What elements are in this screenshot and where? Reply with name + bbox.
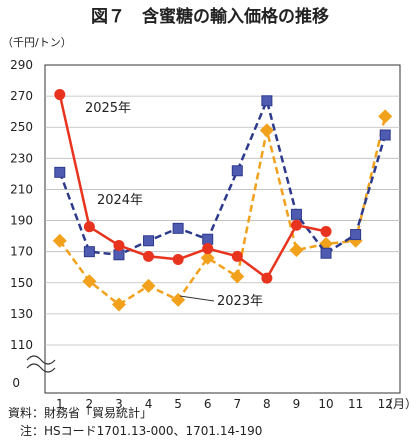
data-point	[290, 208, 302, 220]
data-point	[143, 235, 155, 247]
y-tick-label: 150	[10, 276, 33, 290]
data-point	[83, 246, 95, 258]
data-point	[171, 292, 186, 307]
x-tick-label: 6	[204, 397, 212, 411]
data-point	[113, 249, 125, 261]
x-axis-label: （月）	[381, 397, 417, 411]
data-point	[230, 269, 245, 284]
y-tick-label: 110	[10, 338, 33, 352]
data-point	[289, 243, 304, 258]
y-tick-label: 130	[10, 307, 33, 321]
data-point	[261, 272, 273, 284]
data-point	[111, 297, 126, 312]
y-tick-label: 270	[10, 89, 33, 103]
data-point	[231, 165, 243, 177]
data-point	[143, 250, 155, 262]
data-point	[378, 109, 393, 124]
hs-code-note: 注：HSコード1701.13-000、1701.14-190	[8, 424, 263, 438]
data-point	[82, 274, 97, 289]
series-label: 2023年	[217, 294, 263, 309]
source-note: 資料：財務省「貿易統計」	[8, 406, 153, 420]
y-tick-label: 170	[10, 245, 33, 259]
data-point	[261, 95, 273, 107]
x-tick-label: 12	[378, 397, 393, 411]
data-point	[202, 233, 214, 245]
label-leader-line	[179, 295, 215, 302]
data-point	[202, 243, 214, 255]
data-point	[231, 250, 243, 262]
y-unit-label: （千円/トン）	[2, 36, 72, 49]
y-tick-label: 290	[10, 58, 33, 72]
data-point	[320, 247, 332, 259]
x-tick-label: 8	[263, 397, 271, 411]
axis-break-mark	[26, 363, 56, 373]
series-line	[58, 116, 387, 306]
axis-break-mark	[26, 355, 56, 365]
series-label: 2024年	[97, 193, 143, 208]
chart-title: 図７ 含蜜糖の輸入価格の推移	[91, 6, 329, 27]
series-label: 2025年	[85, 101, 131, 116]
x-tick-label: 10	[318, 397, 333, 411]
data-point	[54, 166, 66, 178]
data-point	[259, 123, 274, 138]
series-line	[58, 94, 327, 280]
plot-frame	[44, 64, 401, 394]
x-tick-label: 9	[293, 397, 301, 411]
x-tick-label: 11	[348, 397, 363, 411]
y-tick-label: 230	[10, 151, 33, 165]
x-tick-label: 2	[86, 397, 94, 411]
x-tick-label: 5	[174, 397, 182, 411]
data-point	[172, 253, 184, 265]
data-point	[113, 239, 125, 251]
x-tick-label: 4	[145, 397, 153, 411]
data-point	[379, 129, 391, 141]
data-point	[200, 250, 215, 265]
series-line	[58, 99, 387, 257]
data-point	[350, 229, 362, 241]
x-tick-label: 1	[56, 397, 64, 411]
y-tick-label: 210	[10, 182, 33, 196]
data-point	[320, 225, 332, 237]
data-point	[172, 222, 184, 234]
y-zero-label: 0	[12, 376, 20, 390]
y-tick-label: 190	[10, 214, 33, 228]
data-point	[290, 219, 302, 231]
data-point	[54, 89, 66, 101]
data-point	[141, 278, 156, 293]
x-tick-label: 3	[115, 397, 123, 411]
data-point	[52, 233, 67, 248]
data-point	[83, 221, 95, 233]
y-tick-label: 250	[10, 120, 33, 134]
x-tick-label: 7	[233, 397, 241, 411]
